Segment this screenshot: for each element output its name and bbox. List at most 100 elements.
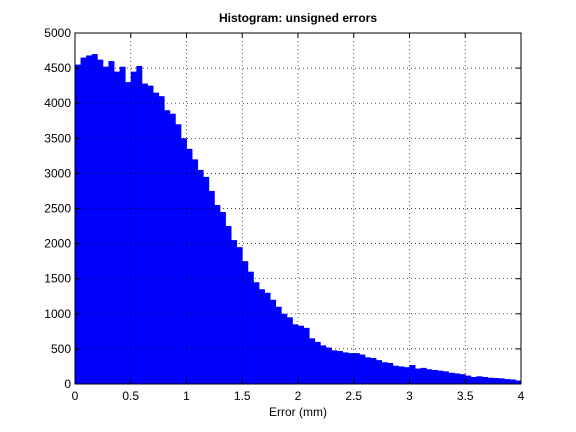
bar	[186, 148, 193, 384]
chart-title: Histogram: unsigned errors	[219, 11, 377, 25]
bar	[442, 371, 449, 384]
bar	[320, 345, 327, 384]
bar	[337, 351, 343, 384]
bar	[114, 71, 120, 385]
y-tick-label: 3500	[44, 131, 71, 145]
bar	[180, 138, 187, 384]
bar	[208, 190, 215, 384]
bar	[197, 169, 204, 384]
bar	[130, 71, 137, 385]
bar	[353, 353, 360, 384]
x-tick-label: 3	[406, 389, 413, 403]
bar	[175, 124, 182, 384]
bar	[515, 380, 522, 384]
y-tick-label: 4000	[44, 96, 71, 110]
x-tick-label: 1	[183, 389, 190, 403]
bar	[459, 374, 466, 384]
bar	[303, 327, 310, 384]
bar	[231, 240, 238, 384]
bar	[392, 365, 399, 384]
bar	[242, 261, 249, 384]
bar	[108, 61, 115, 385]
bar	[426, 369, 433, 384]
bar	[214, 204, 221, 384]
bar	[203, 176, 210, 384]
bar	[381, 362, 388, 384]
x-tick-label: 0.5	[122, 389, 139, 403]
x-tick-label: 0	[72, 389, 79, 403]
bar	[169, 113, 176, 384]
bar	[75, 64, 81, 384]
bar	[331, 350, 338, 384]
bar	[309, 338, 316, 384]
bar	[253, 282, 260, 384]
y-tick-label: 5000	[44, 26, 71, 40]
bar	[80, 57, 87, 384]
bar	[292, 324, 299, 384]
bar	[431, 369, 438, 384]
bar	[281, 313, 288, 384]
bar	[275, 306, 282, 384]
bar	[136, 65, 143, 384]
bar	[258, 289, 265, 384]
bar	[86, 55, 93, 385]
bar	[409, 365, 416, 384]
bar	[487, 377, 494, 384]
bar	[504, 379, 511, 384]
bar	[364, 357, 371, 384]
bar	[359, 354, 366, 384]
bar	[470, 376, 477, 384]
bar	[387, 362, 394, 384]
bar	[493, 378, 500, 384]
bar	[298, 325, 304, 384]
bar	[481, 376, 488, 384]
bar	[509, 379, 516, 384]
bar	[153, 92, 160, 385]
bar	[119, 66, 126, 385]
bar	[192, 159, 199, 384]
bar	[97, 59, 104, 385]
bar	[370, 358, 377, 384]
bar	[376, 360, 383, 384]
bar	[158, 96, 165, 385]
bar	[314, 341, 321, 384]
bar	[498, 378, 505, 384]
bar	[286, 317, 293, 384]
bar	[398, 366, 405, 384]
bar	[342, 352, 349, 384]
bar	[247, 271, 254, 384]
y-tick-label: 0	[64, 377, 71, 391]
axes-box	[74, 32, 522, 385]
x-tick-label: 2	[295, 389, 302, 403]
y-tick-label: 1000	[44, 307, 71, 321]
bar	[91, 54, 98, 385]
x-axis-label: Error (mm)	[269, 405, 327, 419]
y-tick-label: 3000	[44, 166, 71, 180]
bar	[102, 66, 109, 385]
bar	[270, 299, 277, 384]
x-tick-label: 1.5	[234, 389, 251, 403]
bar	[448, 372, 455, 384]
x-tick-label: 4	[518, 389, 525, 403]
bar	[219, 212, 226, 384]
y-tick-label: 2500	[44, 202, 71, 216]
bar	[264, 292, 271, 384]
bar	[236, 247, 243, 384]
bar	[437, 370, 444, 384]
bar	[465, 375, 472, 384]
y-tick-label: 4500	[44, 61, 71, 75]
y-tick-label: 1500	[44, 272, 71, 286]
x-tick-label: 3.5	[457, 389, 474, 403]
x-tick-label: 2.5	[345, 389, 362, 403]
bar	[476, 376, 483, 384]
bar	[403, 367, 410, 384]
y-tick-label: 500	[51, 342, 71, 356]
bar	[225, 226, 232, 384]
bar	[141, 83, 148, 384]
bar	[348, 353, 355, 384]
bar	[164, 110, 171, 384]
bar	[454, 373, 461, 384]
bar	[325, 347, 332, 384]
